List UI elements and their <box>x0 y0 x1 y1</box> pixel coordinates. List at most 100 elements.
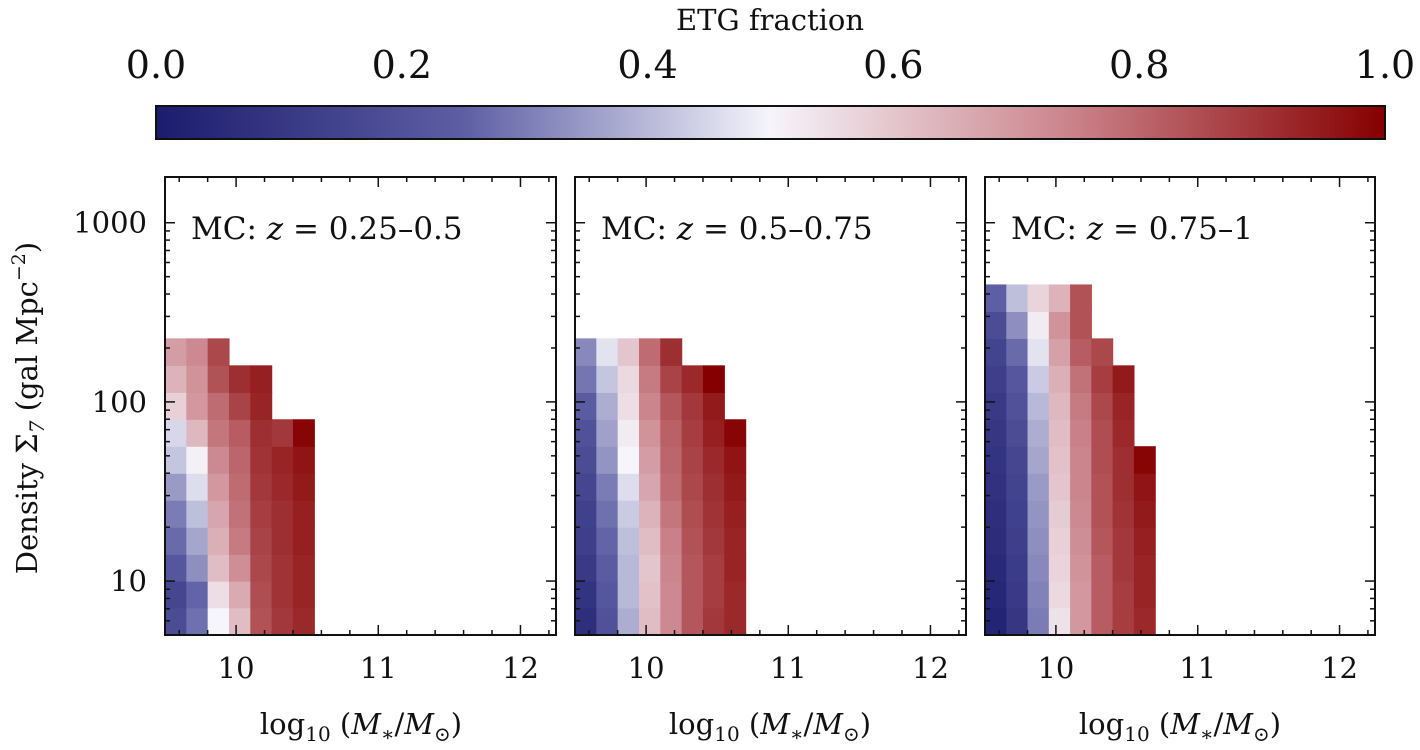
heatmap-cell <box>250 392 273 420</box>
heatmap-cell <box>660 473 683 501</box>
heatmap-cell <box>1027 607 1050 636</box>
heatmap-cell <box>1027 473 1050 501</box>
heatmap-cell <box>681 419 704 447</box>
heatmap-cell <box>1006 607 1029 636</box>
heatmap-cell <box>165 500 187 528</box>
heatmap-cell <box>1070 392 1092 420</box>
heatmap-cell <box>681 581 704 609</box>
heatmap-cell <box>250 365 273 393</box>
heatmap-cell <box>681 365 704 393</box>
heatmap-cell <box>724 607 747 636</box>
heatmap-cell <box>681 527 704 555</box>
x-axis-label: log10 (M∗/M⊙) <box>1079 707 1281 746</box>
heatmap-cell <box>1091 446 1114 474</box>
heatmap-cell <box>165 338 187 366</box>
heatmap-cell <box>985 607 1007 636</box>
heatmap-cell <box>638 419 661 447</box>
heatmap-cell <box>1112 446 1135 474</box>
heatmap-cell <box>617 365 640 393</box>
heatmap-cell <box>1070 311 1092 339</box>
heatmap-cell <box>596 365 619 393</box>
heatmap-cell <box>1048 554 1071 582</box>
x-tick-label: 12 <box>1321 651 1358 685</box>
heatmap-cell <box>1091 527 1114 555</box>
heatmap-cell <box>638 554 661 582</box>
heatmap-cell <box>596 581 619 609</box>
heatmap-cell <box>1091 473 1114 501</box>
heatmap-cell <box>985 419 1007 447</box>
heatmap-cell <box>250 581 273 609</box>
heatmap-cell <box>165 554 187 582</box>
heatmap-cell <box>228 365 251 393</box>
heatmap-cell <box>207 554 230 582</box>
heatmap-cell <box>1070 581 1092 609</box>
heatmap-cell <box>228 473 251 501</box>
heatmap-cell <box>271 527 294 555</box>
heatmap-cell <box>292 554 315 582</box>
heatmap-cell <box>660 607 683 636</box>
panel-title: MC: z = 0.25–0.5 <box>191 211 463 247</box>
heatmap-cell <box>186 527 209 555</box>
heatmap-cell <box>724 554 747 582</box>
heatmap-cell <box>207 338 230 366</box>
heatmap-cell <box>271 419 294 447</box>
heatmap-cell <box>207 392 230 420</box>
heatmap-cell <box>1091 554 1114 582</box>
heatmap-cell <box>1091 581 1114 609</box>
heatmap-cell <box>1006 419 1029 447</box>
heatmap-cell <box>702 365 725 393</box>
heatmap-cell <box>1027 554 1050 582</box>
heatmap-cell <box>1027 338 1050 366</box>
heatmap-cell <box>1112 527 1135 555</box>
heatmap-cell <box>271 473 294 501</box>
heatmap-cell <box>617 500 640 528</box>
heatmap-cell <box>1070 554 1092 582</box>
heatmap-cell <box>985 311 1007 339</box>
heatmap-cell <box>1133 446 1156 474</box>
heatmap-cell <box>681 500 704 528</box>
heatmap-cell <box>1048 338 1071 366</box>
heatmap-cell <box>1006 473 1029 501</box>
heatmap-cell <box>207 473 230 501</box>
heatmap-cell <box>724 500 747 528</box>
heatmap-cell <box>165 419 187 447</box>
heatmap-cell <box>1048 473 1071 501</box>
x-tick-label: 11 <box>770 651 807 685</box>
heatmap-cell <box>207 365 230 393</box>
heatmap-cell <box>165 365 187 393</box>
heatmap-cell <box>702 527 725 555</box>
heatmap-cell <box>292 581 315 609</box>
heatmap-cell <box>575 607 597 636</box>
heatmap-cell <box>1091 392 1114 420</box>
heatmap-cell <box>1006 527 1029 555</box>
heatmap-cell <box>207 581 230 609</box>
heatmap-cell <box>1112 607 1135 636</box>
heatmap-cell <box>617 607 640 636</box>
heatmap-cell <box>165 392 187 420</box>
heatmap-cell <box>617 338 640 366</box>
heatmap-cell <box>292 446 315 474</box>
heatmap-cell <box>1027 311 1050 339</box>
colorbar-label: ETG fraction <box>676 3 864 37</box>
heatmap-cell <box>1027 527 1050 555</box>
heatmap-cell <box>1091 500 1114 528</box>
plot-frame <box>164 176 557 636</box>
heatmap-cell <box>1133 607 1156 636</box>
heatmap-cell <box>292 500 315 528</box>
heatmap-cell <box>617 581 640 609</box>
heatmap-cell <box>660 338 683 366</box>
heatmap-cell <box>250 446 273 474</box>
heatmap-cell <box>1112 365 1135 393</box>
heatmap-cell <box>1133 527 1156 555</box>
heatmap-cell <box>1027 365 1050 393</box>
heatmap-cell <box>702 607 725 636</box>
heatmap-cell <box>985 338 1007 366</box>
heatmap-cell <box>228 527 251 555</box>
heatmap-cell <box>228 392 251 420</box>
heatmap-cell <box>724 419 747 447</box>
heatmap-cell <box>660 500 683 528</box>
heatmap-cell <box>1070 365 1092 393</box>
heatmap-cell <box>1070 607 1092 636</box>
heatmap-cell <box>1112 554 1135 582</box>
heatmap-cell <box>681 446 704 474</box>
